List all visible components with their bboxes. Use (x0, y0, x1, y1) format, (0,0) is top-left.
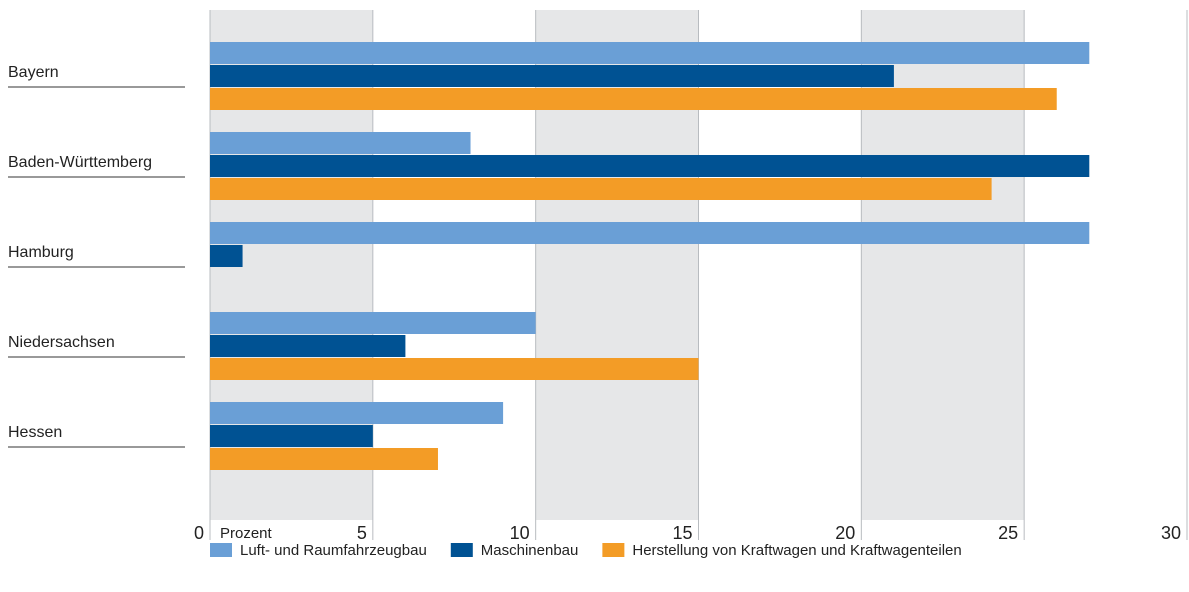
x-tick-label: 25 (998, 523, 1018, 543)
x-tick-label: 5 (357, 523, 367, 543)
x-axis-label: Prozent (220, 525, 273, 542)
category-label: Niedersachsen (8, 334, 115, 351)
legend-label: Maschinenbau (481, 542, 579, 559)
x-tick-label: 10 (510, 523, 530, 543)
bar (210, 65, 894, 87)
x-tick-label: 15 (672, 523, 692, 543)
x-tick-label: 20 (835, 523, 855, 543)
x-tick-label: 30 (1161, 523, 1181, 543)
bar (210, 132, 471, 154)
bar (210, 245, 243, 267)
category-label: Hamburg (8, 244, 74, 261)
bar (210, 155, 1090, 177)
bar (210, 312, 536, 334)
bar (210, 402, 504, 424)
x-tick-label: 0 (194, 523, 204, 543)
legend-label: Luft- und Raumfahrzeugbau (240, 542, 427, 559)
category-label: Hessen (8, 424, 62, 441)
legend-swatch (210, 543, 232, 557)
bar (210, 335, 406, 357)
bar (210, 222, 1090, 244)
legend-swatch (602, 543, 625, 557)
category-label: Baden-Württemberg (8, 154, 152, 171)
bar (210, 358, 699, 380)
bar (210, 42, 1090, 64)
legend-swatch (450, 543, 473, 557)
bar (210, 88, 1057, 110)
bar (210, 448, 438, 470)
category-label: Bayern (8, 64, 59, 81)
bar (210, 425, 373, 447)
legend-label: Herstellung von Kraftwagen und Kraftwage… (632, 542, 961, 559)
bar (210, 178, 992, 200)
